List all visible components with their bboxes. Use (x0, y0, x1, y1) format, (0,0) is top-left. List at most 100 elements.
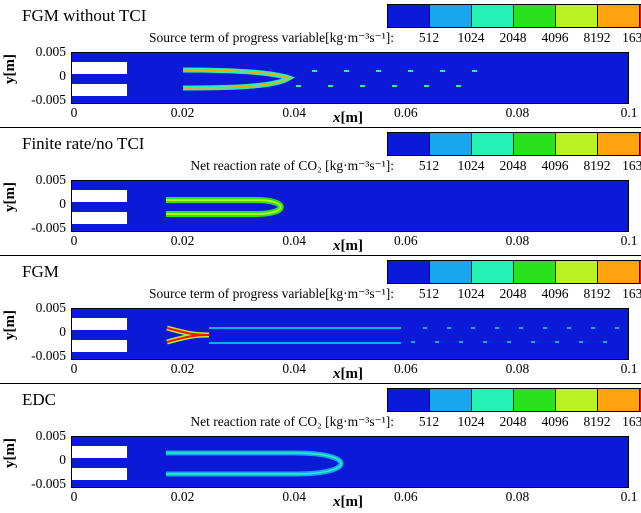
inlet-bar-lower (71, 340, 127, 352)
colorbar-swatch (472, 389, 514, 411)
flame-front-core (166, 452, 342, 475)
x-tick-label: 0.02 (170, 489, 195, 504)
colorbar-tick: 512 (418, 414, 440, 429)
x-axis-label: x[m] (333, 366, 363, 383)
x-tick-label: 0 (70, 233, 78, 248)
colorbar (387, 388, 641, 412)
colorbar-swatch (388, 133, 430, 155)
y-tick-label: 0.005 (35, 172, 66, 187)
y-tick-label: 0 (59, 452, 66, 467)
colorbar-swatch (598, 133, 640, 155)
x-tick-label: 0.02 (170, 233, 195, 248)
colorbar-tick: 512 (418, 286, 440, 301)
colorbar-swatch (556, 133, 598, 155)
flame-fragment (440, 70, 445, 72)
colorbar-swatch (598, 5, 640, 27)
flame-fragment (603, 341, 607, 343)
y-tick-label: -0.005 (31, 348, 66, 363)
y-axis-label: y[m] (2, 438, 18, 468)
x-tick-label: 0 (70, 105, 78, 120)
flame-fragment (456, 85, 461, 87)
colorbar-tick: 8192 (583, 414, 611, 429)
colorbar-tick: 2048 (499, 286, 527, 301)
panel-title: FGM (22, 262, 59, 281)
x-axis-variable: x (333, 366, 341, 382)
colorbar-swatch (430, 389, 472, 411)
x-tick-label: 0.06 (393, 361, 418, 376)
colorbar-tick: 4096 (541, 158, 569, 173)
flame-front-outer (166, 197, 284, 217)
x-tick-label: 0.06 (393, 105, 418, 120)
flame-fragment (423, 327, 427, 329)
panel-title: Finite rate/no TCI (22, 134, 145, 153)
contour-svg (71, 446, 344, 480)
flame-fragment (411, 341, 415, 343)
flame-fragment (296, 85, 301, 87)
y-axis-label: y[m] (2, 54, 18, 84)
x-tick-label: 0.04 (282, 489, 306, 504)
colorbar-swatch (472, 261, 514, 283)
colorbar-tick: 4096 (541, 286, 569, 301)
x-axis-label: x[m] (333, 110, 363, 127)
colorbar-swatch (556, 5, 598, 27)
contour-plot (71, 308, 629, 360)
contour-svg (71, 190, 284, 224)
panel-separator (0, 383, 641, 384)
colorbar-tick: 16384 (622, 286, 641, 301)
y-tick-label: 0.005 (35, 300, 66, 315)
x-tick-label: 0.08 (505, 361, 530, 376)
panel-separator (0, 127, 641, 128)
colorbar-swatch (430, 133, 472, 155)
x-tick-label: 0.04 (282, 233, 306, 248)
y-tick-label: -0.005 (31, 220, 66, 235)
colorbar-tick: 8192 (583, 286, 611, 301)
contour-plot (71, 52, 629, 104)
flame-fragment (344, 70, 349, 72)
contour-svg (71, 318, 619, 352)
y-axis-label: y[m] (2, 310, 18, 340)
colorbar-swatch (514, 133, 556, 155)
flame-front-core (182, 69, 291, 89)
y-tick-label: 0.005 (35, 44, 66, 59)
inlet-bar-lower (71, 468, 127, 480)
colorbar-swatch (514, 261, 556, 283)
colorbar (387, 260, 641, 284)
colorbar-swatch (598, 389, 640, 411)
colorbar-tick: 1024 (457, 158, 485, 173)
contour-plot (71, 436, 629, 488)
colorbar-tick: 8192 (583, 158, 611, 173)
x-tick-label: 0.08 (505, 105, 530, 120)
x-tick-label: 0.02 (170, 361, 195, 376)
y-tick-label: -0.005 (31, 92, 66, 107)
x-axis-label: x[m] (333, 238, 363, 255)
x-axis-unit: [m] (340, 366, 364, 382)
colorbar-swatch (430, 261, 472, 283)
x-tick-label: 0.04 (282, 105, 306, 120)
x-axis-unit: [m] (340, 238, 364, 254)
colorbar-tick: 16384 (622, 414, 641, 429)
colorbar-tick: 512 (418, 158, 440, 173)
x-tick-label: 0 (70, 361, 78, 376)
flame-fragment (531, 341, 535, 343)
inlet-bar-lower (71, 212, 127, 224)
colorbar-tick: 1024 (457, 414, 485, 429)
colorbar-tick: 2048 (499, 30, 527, 45)
panel-separator (0, 255, 641, 256)
x-tick-label: 0.1 (620, 233, 638, 248)
inlet-bar-upper (71, 190, 127, 202)
colorbar (387, 4, 641, 28)
x-tick-label: 0.08 (505, 233, 530, 248)
colorbar-swatch (472, 5, 514, 27)
flame-fragment (471, 327, 475, 329)
flame-fragment (495, 327, 499, 329)
x-tick-label: 0.08 (505, 489, 530, 504)
panel-title: EDC (22, 390, 56, 409)
x-tick-label: 0.06 (393, 489, 418, 504)
flame-fragment (555, 341, 559, 343)
y-tick-label: -0.005 (31, 476, 66, 491)
flame-fragment (591, 327, 595, 329)
flame-fragment (312, 70, 317, 72)
colorbar-swatch (514, 389, 556, 411)
x-axis-variable: x (333, 110, 341, 126)
